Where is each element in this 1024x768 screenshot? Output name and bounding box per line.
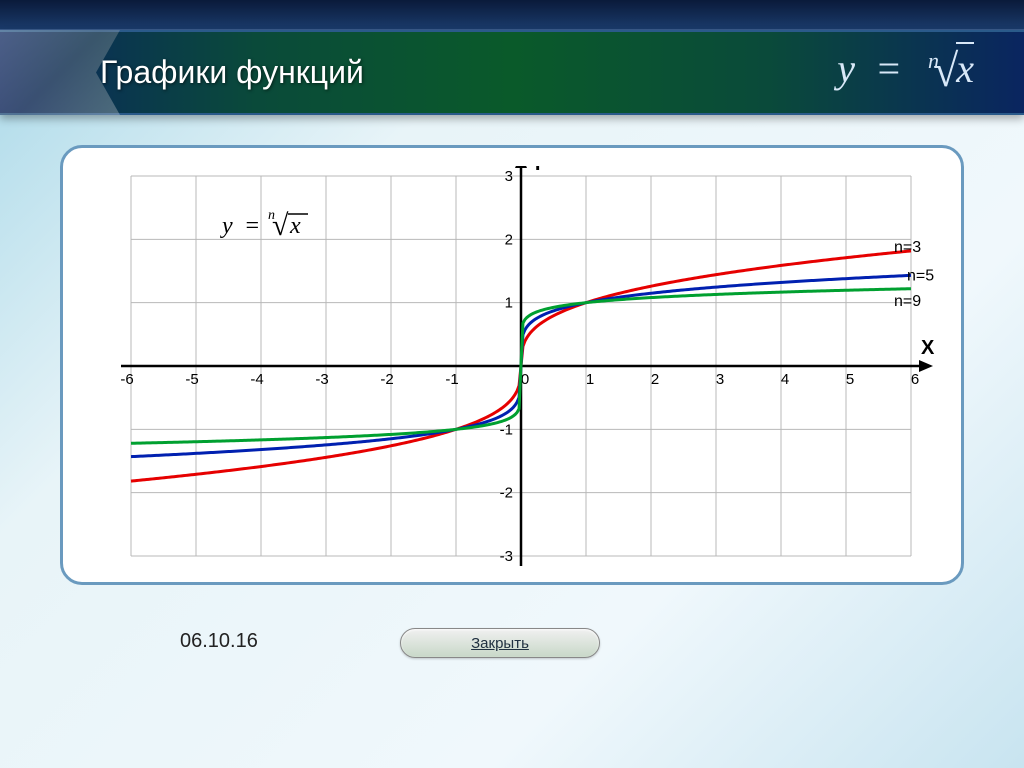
svg-text:y: y [220,213,233,239]
y-tick-label: 1 [505,295,513,312]
slide-date: 06.10.16 [180,630,258,653]
x-tick-label: 2 [651,371,659,388]
header-formula: y = n√x [837,40,974,93]
svg-text:√: √ [272,209,289,242]
chart-svg: -6-5-4-3-2-10123456-3-2-1123XYy=n√xn=3n=… [91,166,939,570]
y-tick-label: -2 [500,485,513,502]
y-tick-label: 3 [505,168,513,185]
radical-icon: √ [933,45,958,96]
y-tick-label: 2 [505,231,513,248]
slide-top-bar [0,0,1024,30]
x-tick-label: -4 [250,371,263,388]
close-button-label: Закрыть [471,635,529,652]
x-tick-label: 4 [781,371,789,388]
y-axis-label: Y [531,166,545,175]
series-label-n3: n=3 [894,239,921,256]
svg-text:x: x [289,213,301,239]
x-axis-arrow-icon [919,360,933,372]
x-tick-label: -6 [120,371,133,388]
inset-formula: y=n√x [220,208,308,242]
y-tick-label: -3 [500,548,513,565]
x-tick-label: -5 [185,371,198,388]
x-tick-label: 6 [911,371,919,388]
x-tick-label: -1 [445,371,458,388]
y-axis-arrow-icon [515,166,527,168]
x-axis-label: X [921,337,935,359]
y-tick-label: -1 [500,421,513,438]
formula-eq: = [875,46,902,91]
x-tick-label: 3 [716,371,724,388]
close-button[interactable]: Закрыть [400,628,600,658]
series-label-n9: n=9 [894,293,921,310]
formula-radicand: x [956,42,974,91]
x-tick-label: 5 [846,371,854,388]
series-label-n5: n=5 [907,268,934,285]
formula-lhs: y [837,46,855,91]
x-tick-label: -2 [380,371,393,388]
chart-container: -6-5-4-3-2-10123456-3-2-1123XYy=n√xn=3n=… [91,166,933,564]
x-tick-label: -3 [315,371,328,388]
svg-text:=: = [244,213,260,239]
slide-title: Графики функций [100,54,364,91]
chart-panel: -6-5-4-3-2-10123456-3-2-1123XYy=n√xn=3n=… [60,145,964,585]
x-tick-label: 1 [586,371,594,388]
